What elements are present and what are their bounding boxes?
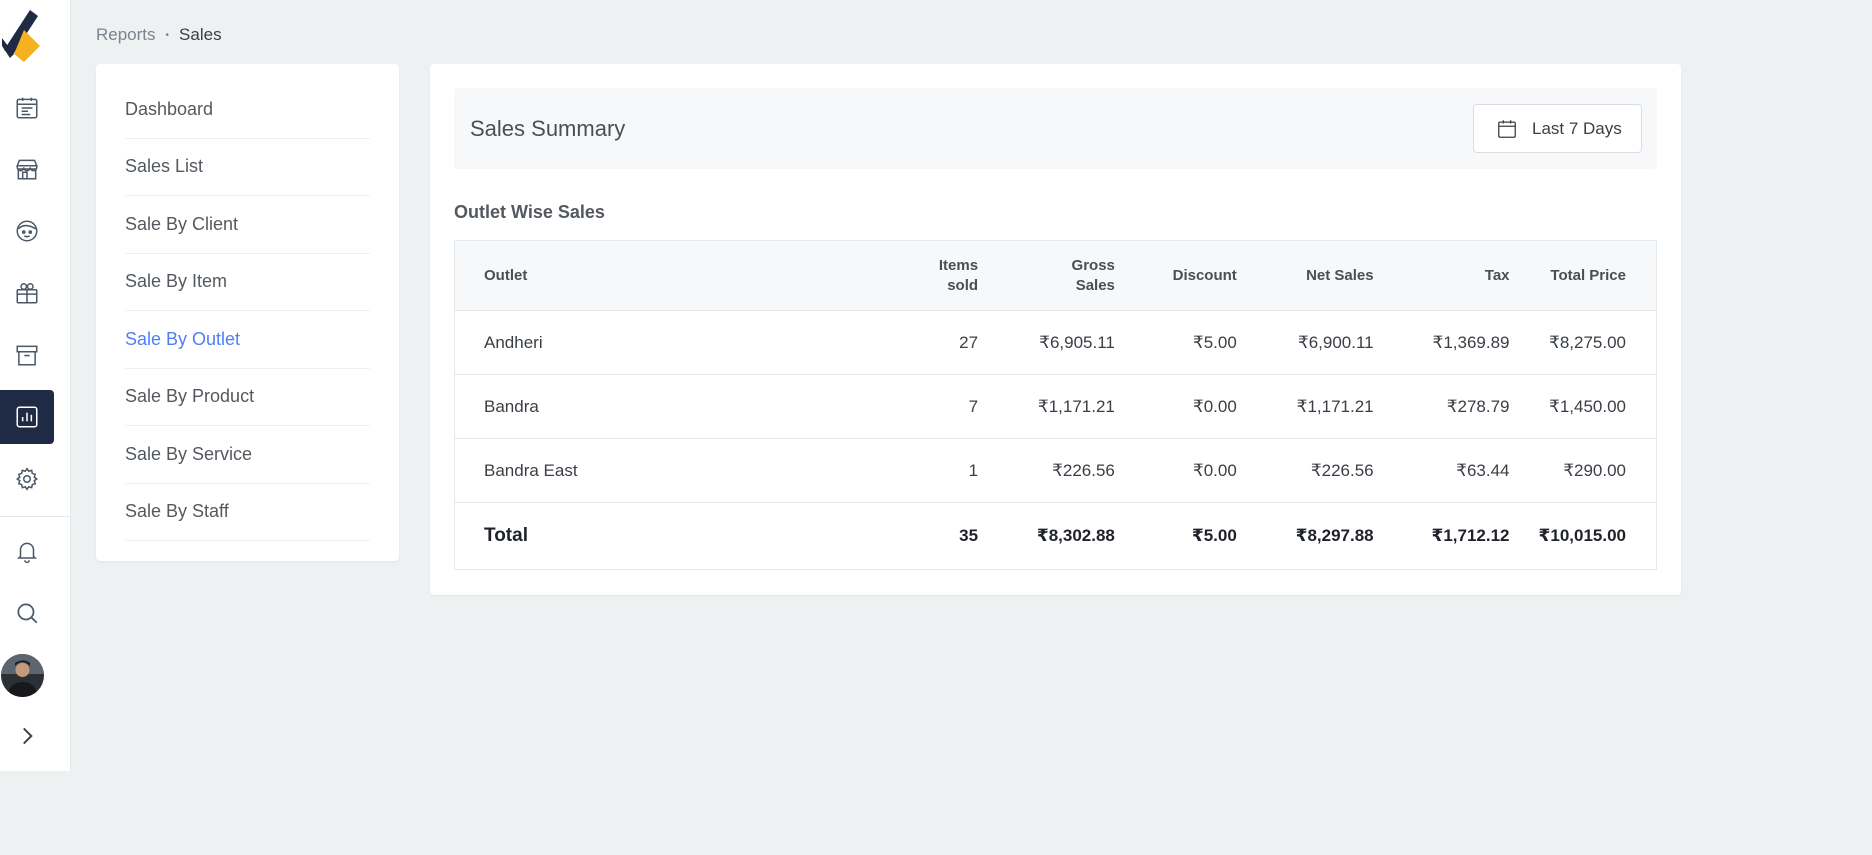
search-icon[interactable] xyxy=(0,586,54,640)
menu-item-sale-by-staff[interactable]: Sale By Staff xyxy=(125,484,370,541)
menu-item-sale-by-item[interactable]: Sale By Item xyxy=(125,254,370,311)
sales-summary-card: Sales Summary Last 7 Days Outlet Wise Sa… xyxy=(430,64,1681,595)
rail-divider xyxy=(0,516,71,517)
menu-item-sale-by-service[interactable]: Sale By Service xyxy=(125,426,370,484)
menu-item-sale-by-client[interactable]: Sale By Client xyxy=(125,196,370,254)
menu-item-sale-by-outlet[interactable]: Sale By Outlet xyxy=(125,311,370,369)
outlet-sales-title: Outlet Wise Sales xyxy=(454,202,605,222)
table-row: Andheri 27 ₹6,905.11 ₹5.00 ₹6,900.11 ₹1,… xyxy=(454,310,1657,375)
col-header-discount: Discount xyxy=(1114,240,1237,311)
icon-rail xyxy=(0,0,71,771)
bell-icon[interactable] xyxy=(0,524,54,578)
breadcrumb: Reports • Sales xyxy=(96,25,222,45)
cell-net-sales: ₹6,900.11 xyxy=(1236,310,1374,375)
client-face-icon[interactable] xyxy=(0,204,54,258)
col-header-items-sold: Items sold xyxy=(862,240,979,311)
table-total-row: Total 35 ₹8,302.88 ₹5.00 ₹8,297.88 ₹1,71… xyxy=(454,502,1657,570)
page-title: Sales Summary xyxy=(470,116,626,141)
cell-tax: ₹278.79 xyxy=(1373,374,1510,439)
table-header-row: Outlet Items sold Gross Sales Discount Net… xyxy=(454,240,1657,311)
total-items-sold: 35 xyxy=(862,502,979,570)
gift-icon[interactable] xyxy=(0,266,54,320)
reports-chart-icon[interactable] xyxy=(0,390,54,444)
cell-items-sold: 1 xyxy=(862,438,979,503)
total-total-price: ₹10,015.00 xyxy=(1509,502,1657,570)
user-avatar[interactable] xyxy=(1,654,44,697)
cell-gross-sales: ₹226.56 xyxy=(978,438,1115,503)
total-net-sales: ₹8,297.88 xyxy=(1236,502,1374,570)
breadcrumb-reports-link[interactable]: Reports xyxy=(96,25,156,44)
chevron-right-icon[interactable] xyxy=(0,709,54,763)
cell-total-price: ₹8,275.00 xyxy=(1509,310,1657,375)
cell-total-price: ₹1,450.00 xyxy=(1509,374,1657,439)
cell-net-sales: ₹226.56 xyxy=(1236,438,1374,503)
table-row: Bandra 7 ₹1,171.21 ₹0.00 ₹1,171.21 ₹278.… xyxy=(454,374,1657,439)
calendar-icon xyxy=(1498,119,1516,138)
cell-total-price: ₹290.00 xyxy=(1509,438,1657,503)
menu-item-sales-list[interactable]: Sales List xyxy=(125,139,370,196)
total-label: Total xyxy=(454,502,863,570)
calendar-list-icon[interactable] xyxy=(0,81,54,135)
reports-menu: Dashboard Sales List Sale By Client Sale… xyxy=(96,64,399,561)
menu-item-dashboard[interactable]: Dashboard xyxy=(125,81,370,139)
cell-gross-sales: ₹1,171.21 xyxy=(978,374,1115,439)
total-tax: ₹1,712.12 xyxy=(1373,502,1510,570)
menu-item-sale-by-product[interactable]: Sale By Product xyxy=(125,369,370,426)
sales-summary-header: Sales Summary Last 7 Days xyxy=(454,88,1657,169)
store-icon[interactable] xyxy=(0,142,54,196)
col-header-gross-sales: Gross Sales xyxy=(978,240,1115,311)
date-range-label: Last 7 Days xyxy=(1532,118,1622,138)
cell-discount: ₹5.00 xyxy=(1114,310,1237,375)
cell-net-sales: ₹1,171.21 xyxy=(1236,374,1374,439)
cell-items-sold: 27 xyxy=(862,310,979,375)
date-range-button[interactable]: Last 7 Days xyxy=(1473,104,1642,153)
cell-tax: ₹63.44 xyxy=(1373,438,1510,503)
settings-gear-icon[interactable] xyxy=(0,452,54,506)
cell-discount: ₹0.00 xyxy=(1114,438,1237,503)
table-row: Bandra East 1 ₹226.56 ₹0.00 ₹226.56 ₹63.… xyxy=(454,438,1657,503)
cell-outlet: Andheri xyxy=(454,310,863,375)
col-header-total-price: Total Price xyxy=(1509,240,1657,311)
col-header-net-sales: Net Sales xyxy=(1236,240,1374,311)
breadcrumb-current: Sales xyxy=(179,25,222,44)
cell-discount: ₹0.00 xyxy=(1114,374,1237,439)
cell-items-sold: 7 xyxy=(862,374,979,439)
breadcrumb-separator: • xyxy=(165,29,170,41)
cell-tax: ₹1,369.89 xyxy=(1373,310,1510,375)
cell-outlet: Bandra xyxy=(454,374,863,439)
archive-box-icon[interactable] xyxy=(0,328,54,382)
col-header-outlet: Outlet xyxy=(454,240,863,311)
outlet-sales-table: Outlet Items sold Gross Sales Discount Net… xyxy=(454,240,1657,570)
cell-outlet: Bandra East xyxy=(454,438,863,503)
total-discount: ₹5.00 xyxy=(1114,502,1237,570)
total-gross-sales: ₹8,302.88 xyxy=(978,502,1115,570)
cell-gross-sales: ₹6,905.11 xyxy=(978,310,1115,375)
app-logo[interactable] xyxy=(0,10,44,64)
col-header-tax: Tax xyxy=(1373,240,1510,311)
